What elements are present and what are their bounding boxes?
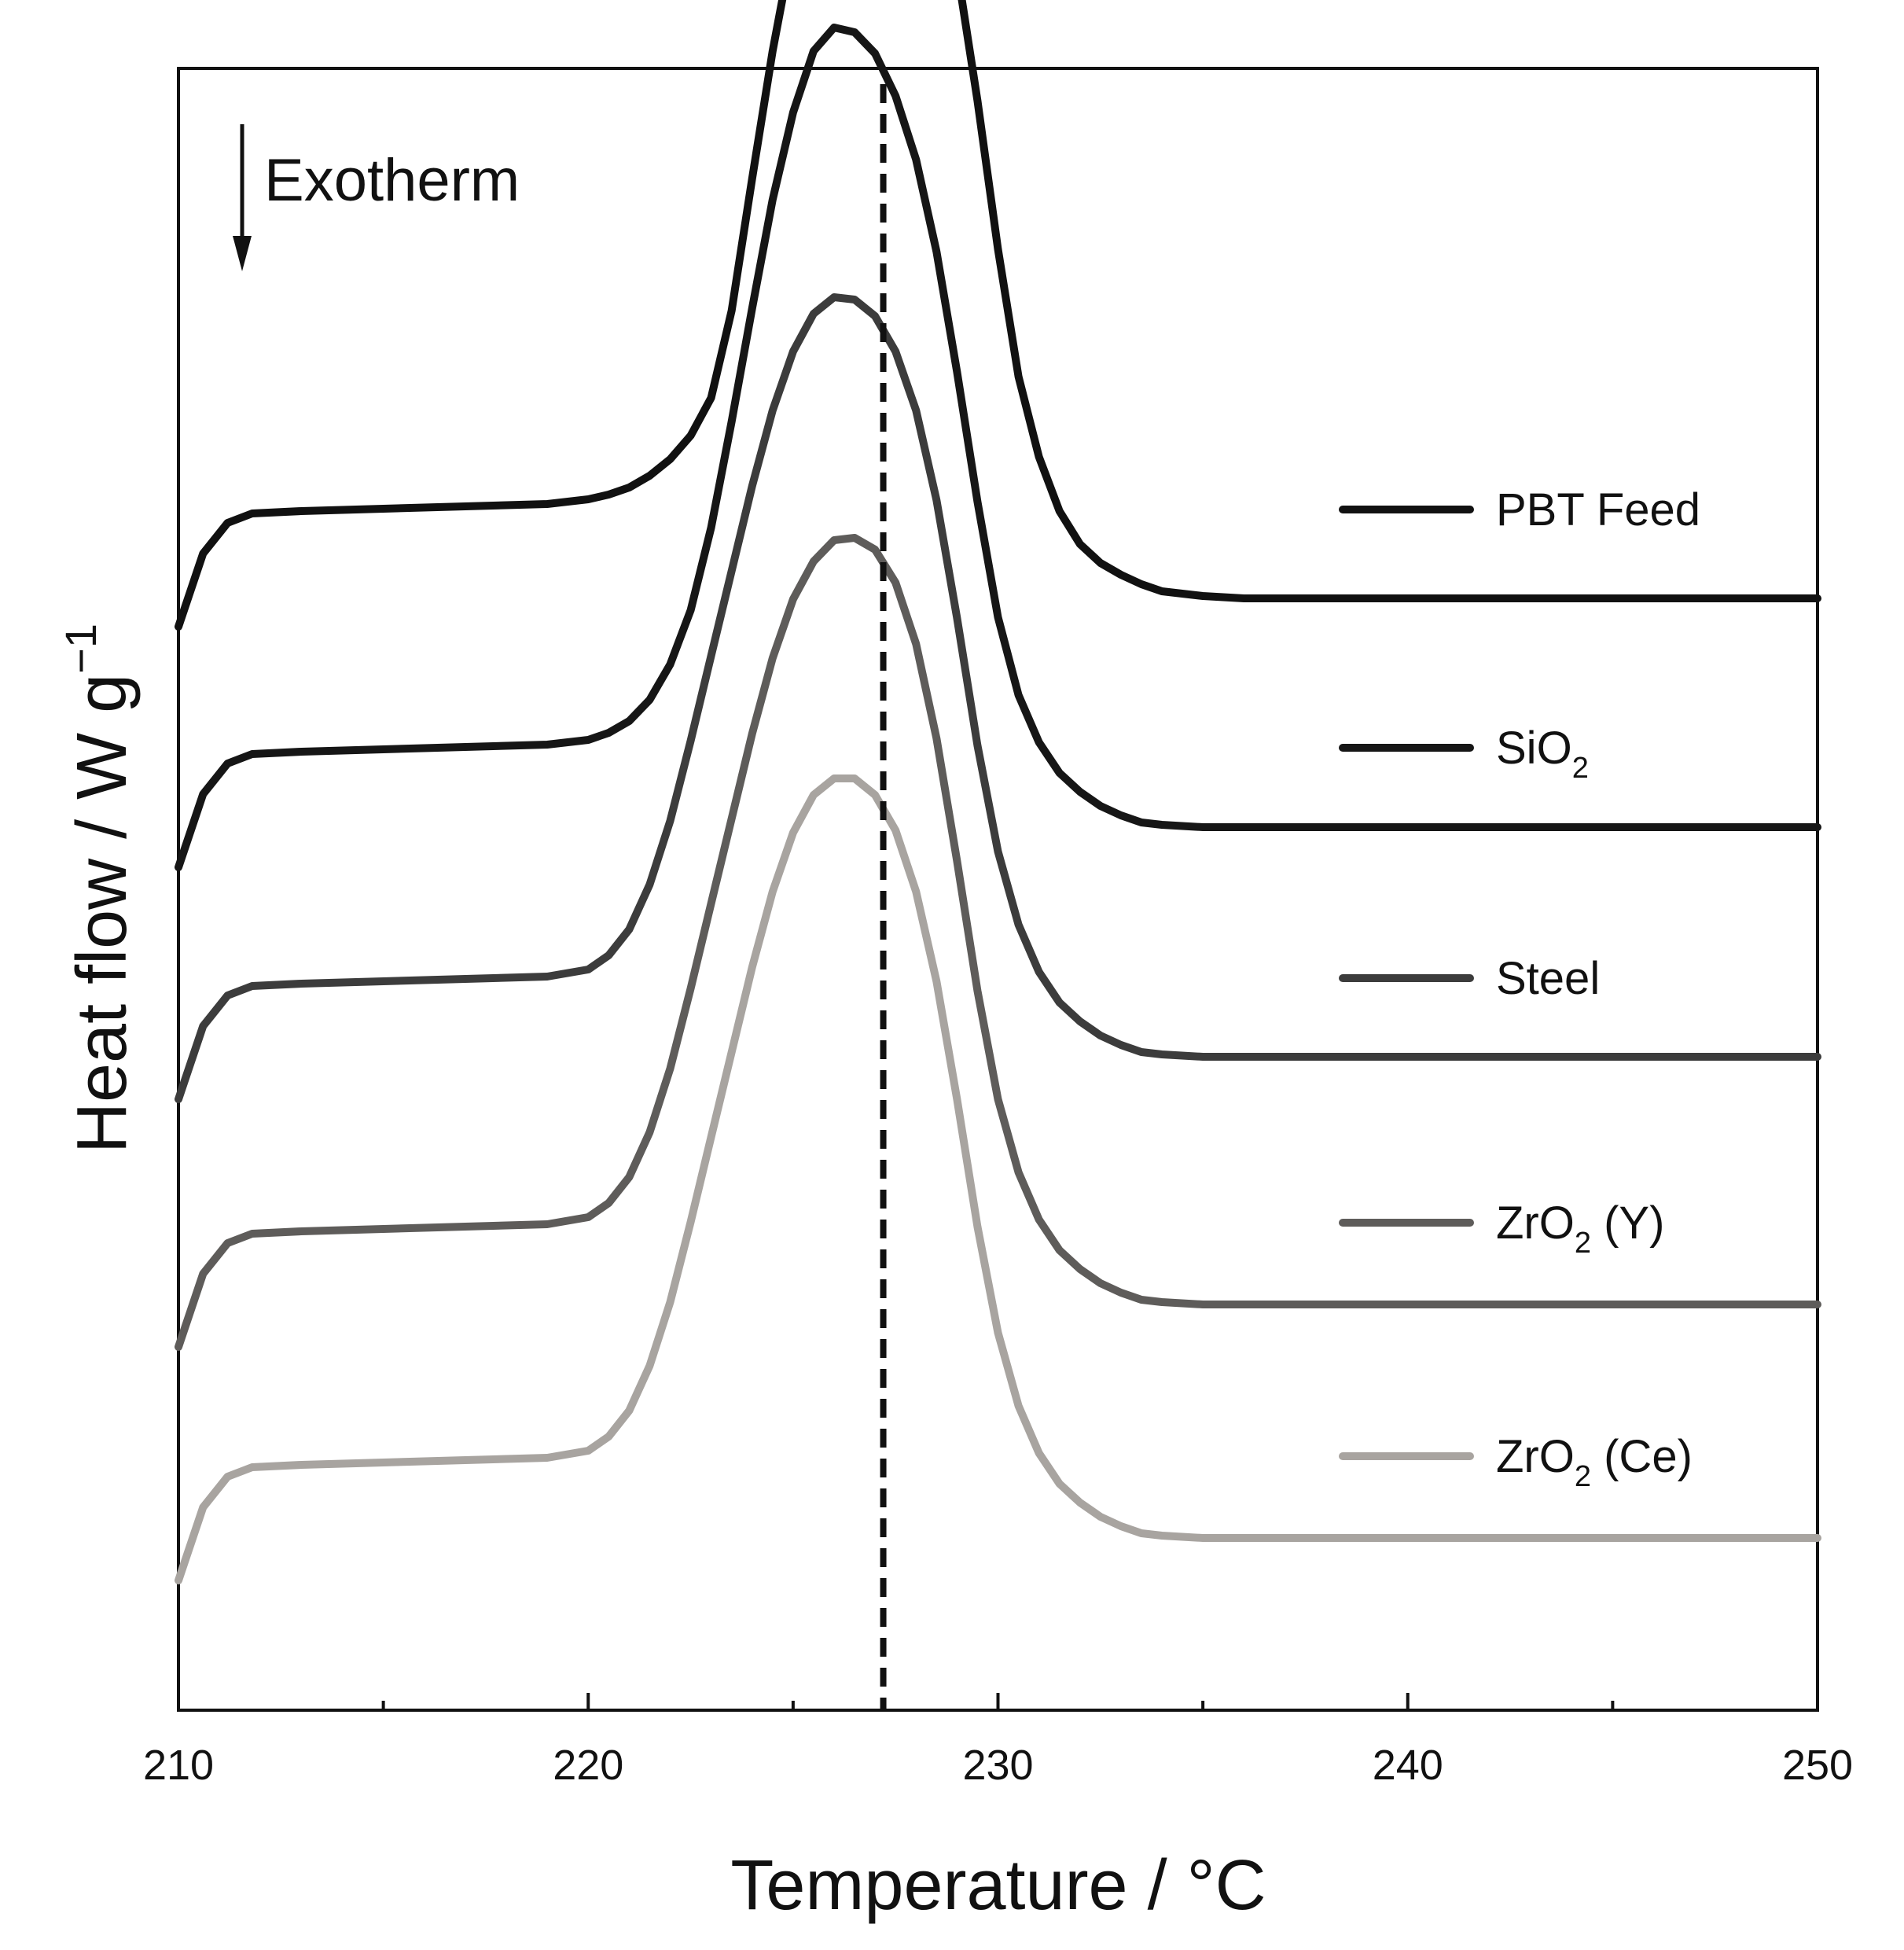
legend-label: PBT Feed bbox=[1496, 484, 1700, 535]
legend-label-main: PBT Feed bbox=[1496, 484, 1700, 535]
exotherm-label: Exotherm bbox=[264, 147, 520, 214]
series-line bbox=[175, 0, 1821, 631]
legend-label: ZrO2 (Ce) bbox=[1496, 1431, 1693, 1493]
y-axis-title-main: Heat flow / W g bbox=[63, 674, 142, 1153]
exotherm-annotation: Exotherm bbox=[233, 124, 520, 271]
series-line bbox=[175, 774, 1821, 1584]
legend-label-main: SiO bbox=[1496, 723, 1572, 774]
x-tick-label: 250 bbox=[1782, 1742, 1853, 1789]
series-line bbox=[175, 293, 1821, 1103]
series-line bbox=[175, 24, 1821, 871]
x-axis-ticks: 210 220 230 240 250 bbox=[143, 1693, 1853, 1789]
legend-label-suffix: (Y) bbox=[1591, 1198, 1664, 1249]
series-line bbox=[175, 534, 1821, 1351]
legend-label-main: ZrO bbox=[1496, 1431, 1575, 1482]
legend-label-suffix: (Ce) bbox=[1591, 1431, 1693, 1482]
legend-label-main: Steel bbox=[1496, 953, 1600, 1004]
legend-label-subscript: 2 bbox=[1572, 752, 1589, 785]
legend-label-subscript: 2 bbox=[1575, 1227, 1591, 1260]
x-tick-label: 210 bbox=[143, 1742, 214, 1789]
legend-label-subscript: 2 bbox=[1575, 1460, 1591, 1493]
x-tick-label: 230 bbox=[962, 1742, 1033, 1789]
series-curves bbox=[175, 0, 1821, 1584]
legend-label: Steel bbox=[1496, 953, 1600, 1004]
y-axis-title: Heat flow / W g−1 bbox=[56, 624, 142, 1153]
legend-label: SiO2 bbox=[1496, 723, 1589, 785]
x-axis-title: Temperature / °C bbox=[730, 1846, 1266, 1925]
legend-label: ZrO2 (Y) bbox=[1496, 1198, 1664, 1260]
x-tick-label: 220 bbox=[553, 1742, 623, 1789]
y-axis-title-superscript: −1 bbox=[56, 624, 105, 674]
legend-label-main: ZrO bbox=[1496, 1198, 1575, 1249]
x-tick-label: 240 bbox=[1373, 1742, 1443, 1789]
exotherm-arrow-head bbox=[233, 236, 252, 271]
